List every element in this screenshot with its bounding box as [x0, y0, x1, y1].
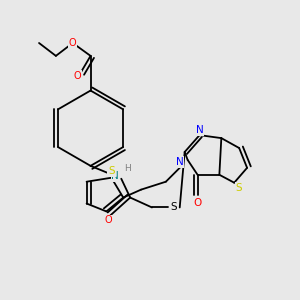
Text: S: S	[170, 202, 177, 212]
Text: H: H	[124, 164, 130, 173]
Text: N: N	[176, 157, 184, 167]
Text: O: O	[69, 38, 76, 48]
Text: N: N	[196, 125, 203, 135]
Text: O: O	[194, 197, 202, 208]
Text: N: N	[111, 171, 119, 181]
Text: S: S	[108, 166, 115, 176]
Text: O: O	[105, 215, 112, 225]
Text: O: O	[74, 71, 82, 81]
Text: S: S	[236, 183, 242, 193]
